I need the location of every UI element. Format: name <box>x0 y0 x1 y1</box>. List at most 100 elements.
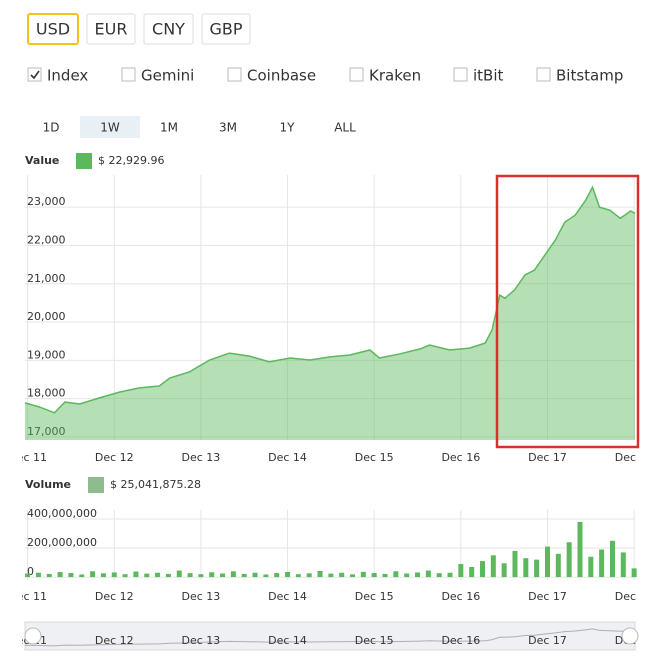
bar <box>198 574 204 578</box>
exchange-label[interactable]: Gemini <box>141 67 194 85</box>
bar <box>469 566 475 578</box>
legend-swatch <box>76 153 92 169</box>
bar <box>100 573 106 578</box>
controls: USD EUR CNY GBP Index Gemini Coinbase Kraken itB… <box>27 13 623 138</box>
bar <box>328 573 334 578</box>
bar <box>523 558 529 578</box>
range-label[interactable]: ALL <box>334 121 356 135</box>
legend-label: Volume <box>25 478 71 491</box>
x-tick-label: Dec 11 <box>8 590 47 603</box>
legend-value: $ 22,929.96 <box>98 154 164 167</box>
bar <box>631 568 637 578</box>
bar <box>599 549 605 578</box>
exchange-label[interactable]: itBit <box>473 67 504 85</box>
exchange-label[interactable]: Index <box>47 67 88 85</box>
y-tick-label: 200,000,000 <box>27 536 97 549</box>
exchange-label[interactable]: Coinbase <box>247 67 316 85</box>
navigator-handle[interactable] <box>24 627 42 645</box>
currency-button[interactable] <box>27 13 79 45</box>
bar <box>263 574 269 578</box>
range-label[interactable]: 1D <box>43 121 60 135</box>
bar <box>501 563 507 578</box>
bar <box>144 573 150 578</box>
bar <box>220 573 226 578</box>
range-label[interactable]: 1Y <box>280 121 296 135</box>
y-tick-label: 0 <box>27 565 34 578</box>
line <box>24 185 636 414</box>
x-tick-label: Dec 17 <box>528 590 567 603</box>
currency-button[interactable] <box>143 13 194 45</box>
navigator-handle[interactable] <box>621 627 639 645</box>
bar <box>68 573 74 578</box>
x-tick-label: Dec 12 <box>95 451 134 464</box>
x-tick-label: Dec 18 <box>615 590 650 603</box>
navigator-label: Dec 12 <box>95 634 134 647</box>
legend-label: Value <box>25 154 59 167</box>
currency-label[interactable]: EUR <box>95 20 128 39</box>
currency-label[interactable]: CNY <box>152 20 185 39</box>
x-tick-label: Dec 13 <box>182 451 221 464</box>
exchange-label[interactable]: Kraken <box>369 67 421 85</box>
bar <box>285 572 291 578</box>
chart-panel: Volume $ 25,041,875.28 Dec 11 Dec 12 Dec 13 D… <box>8 477 650 603</box>
checkbox[interactable] <box>227 67 242 82</box>
legend-value: $ 25,041,875.28 <box>110 478 201 491</box>
bar <box>317 570 323 578</box>
x-tick-label: Dec 16 <box>441 590 480 603</box>
y-tick-label: 21,000 <box>27 272 66 285</box>
bar <box>577 521 583 578</box>
bar <box>79 574 85 578</box>
checkbox[interactable] <box>349 67 364 82</box>
y-tick-label: 400,000,000 <box>27 507 97 520</box>
chart-panel: Value $ 22,929.96 Dec 11 Dec 12 Dec 13 Dec 14… <box>22 153 639 651</box>
range-label[interactable]: 1W <box>100 121 120 135</box>
currency-button[interactable] <box>86 13 136 45</box>
y-tick-label: 18,000 <box>27 387 66 400</box>
bar <box>620 552 626 578</box>
range-label[interactable]: 3M <box>219 121 237 135</box>
navigator-label: Dec 17 <box>528 634 567 647</box>
checkbox[interactable] <box>121 67 136 82</box>
x-tick-label: Dec 17 <box>528 451 567 464</box>
bar <box>350 574 356 578</box>
bar <box>458 564 464 578</box>
bar <box>187 573 193 578</box>
currency-label[interactable]: USD <box>36 20 70 39</box>
currency-label[interactable]: GBP <box>209 20 242 39</box>
bar <box>339 572 345 578</box>
checkmark <box>30 70 40 80</box>
bar <box>490 555 496 578</box>
bar <box>155 572 161 578</box>
bar <box>566 542 572 578</box>
bar <box>534 559 540 578</box>
checkbox[interactable] <box>453 67 468 82</box>
bar <box>512 550 518 578</box>
bar <box>447 572 453 578</box>
navigator-label: Dec 15 <box>355 634 394 647</box>
bar <box>35 572 41 578</box>
bar <box>165 573 171 578</box>
x-tick-label: Dec 15 <box>355 451 394 464</box>
bar <box>555 553 561 578</box>
bar <box>415 572 421 578</box>
exchange-label[interactable]: Bitstamp <box>556 67 623 85</box>
bar <box>404 573 410 578</box>
x-tick-label: Dec 13 <box>182 590 221 603</box>
navigator-label: Dec 13 <box>182 634 221 647</box>
navigator-label: Dec 14 <box>268 634 307 647</box>
x-tick-label: Dec 14 <box>268 451 307 464</box>
bar <box>425 570 431 578</box>
navigator-line <box>24 628 636 647</box>
bar <box>209 572 215 578</box>
currency-button[interactable] <box>201 13 251 45</box>
bar <box>176 570 182 578</box>
checkbox[interactable] <box>536 67 551 82</box>
range-label[interactable]: 1M <box>160 121 178 135</box>
bar <box>133 571 139 578</box>
bar <box>230 571 236 578</box>
y-tick-label: 17,000 <box>27 425 66 438</box>
bar <box>544 546 550 578</box>
checkbox[interactable] <box>27 67 42 82</box>
bar <box>306 573 312 578</box>
